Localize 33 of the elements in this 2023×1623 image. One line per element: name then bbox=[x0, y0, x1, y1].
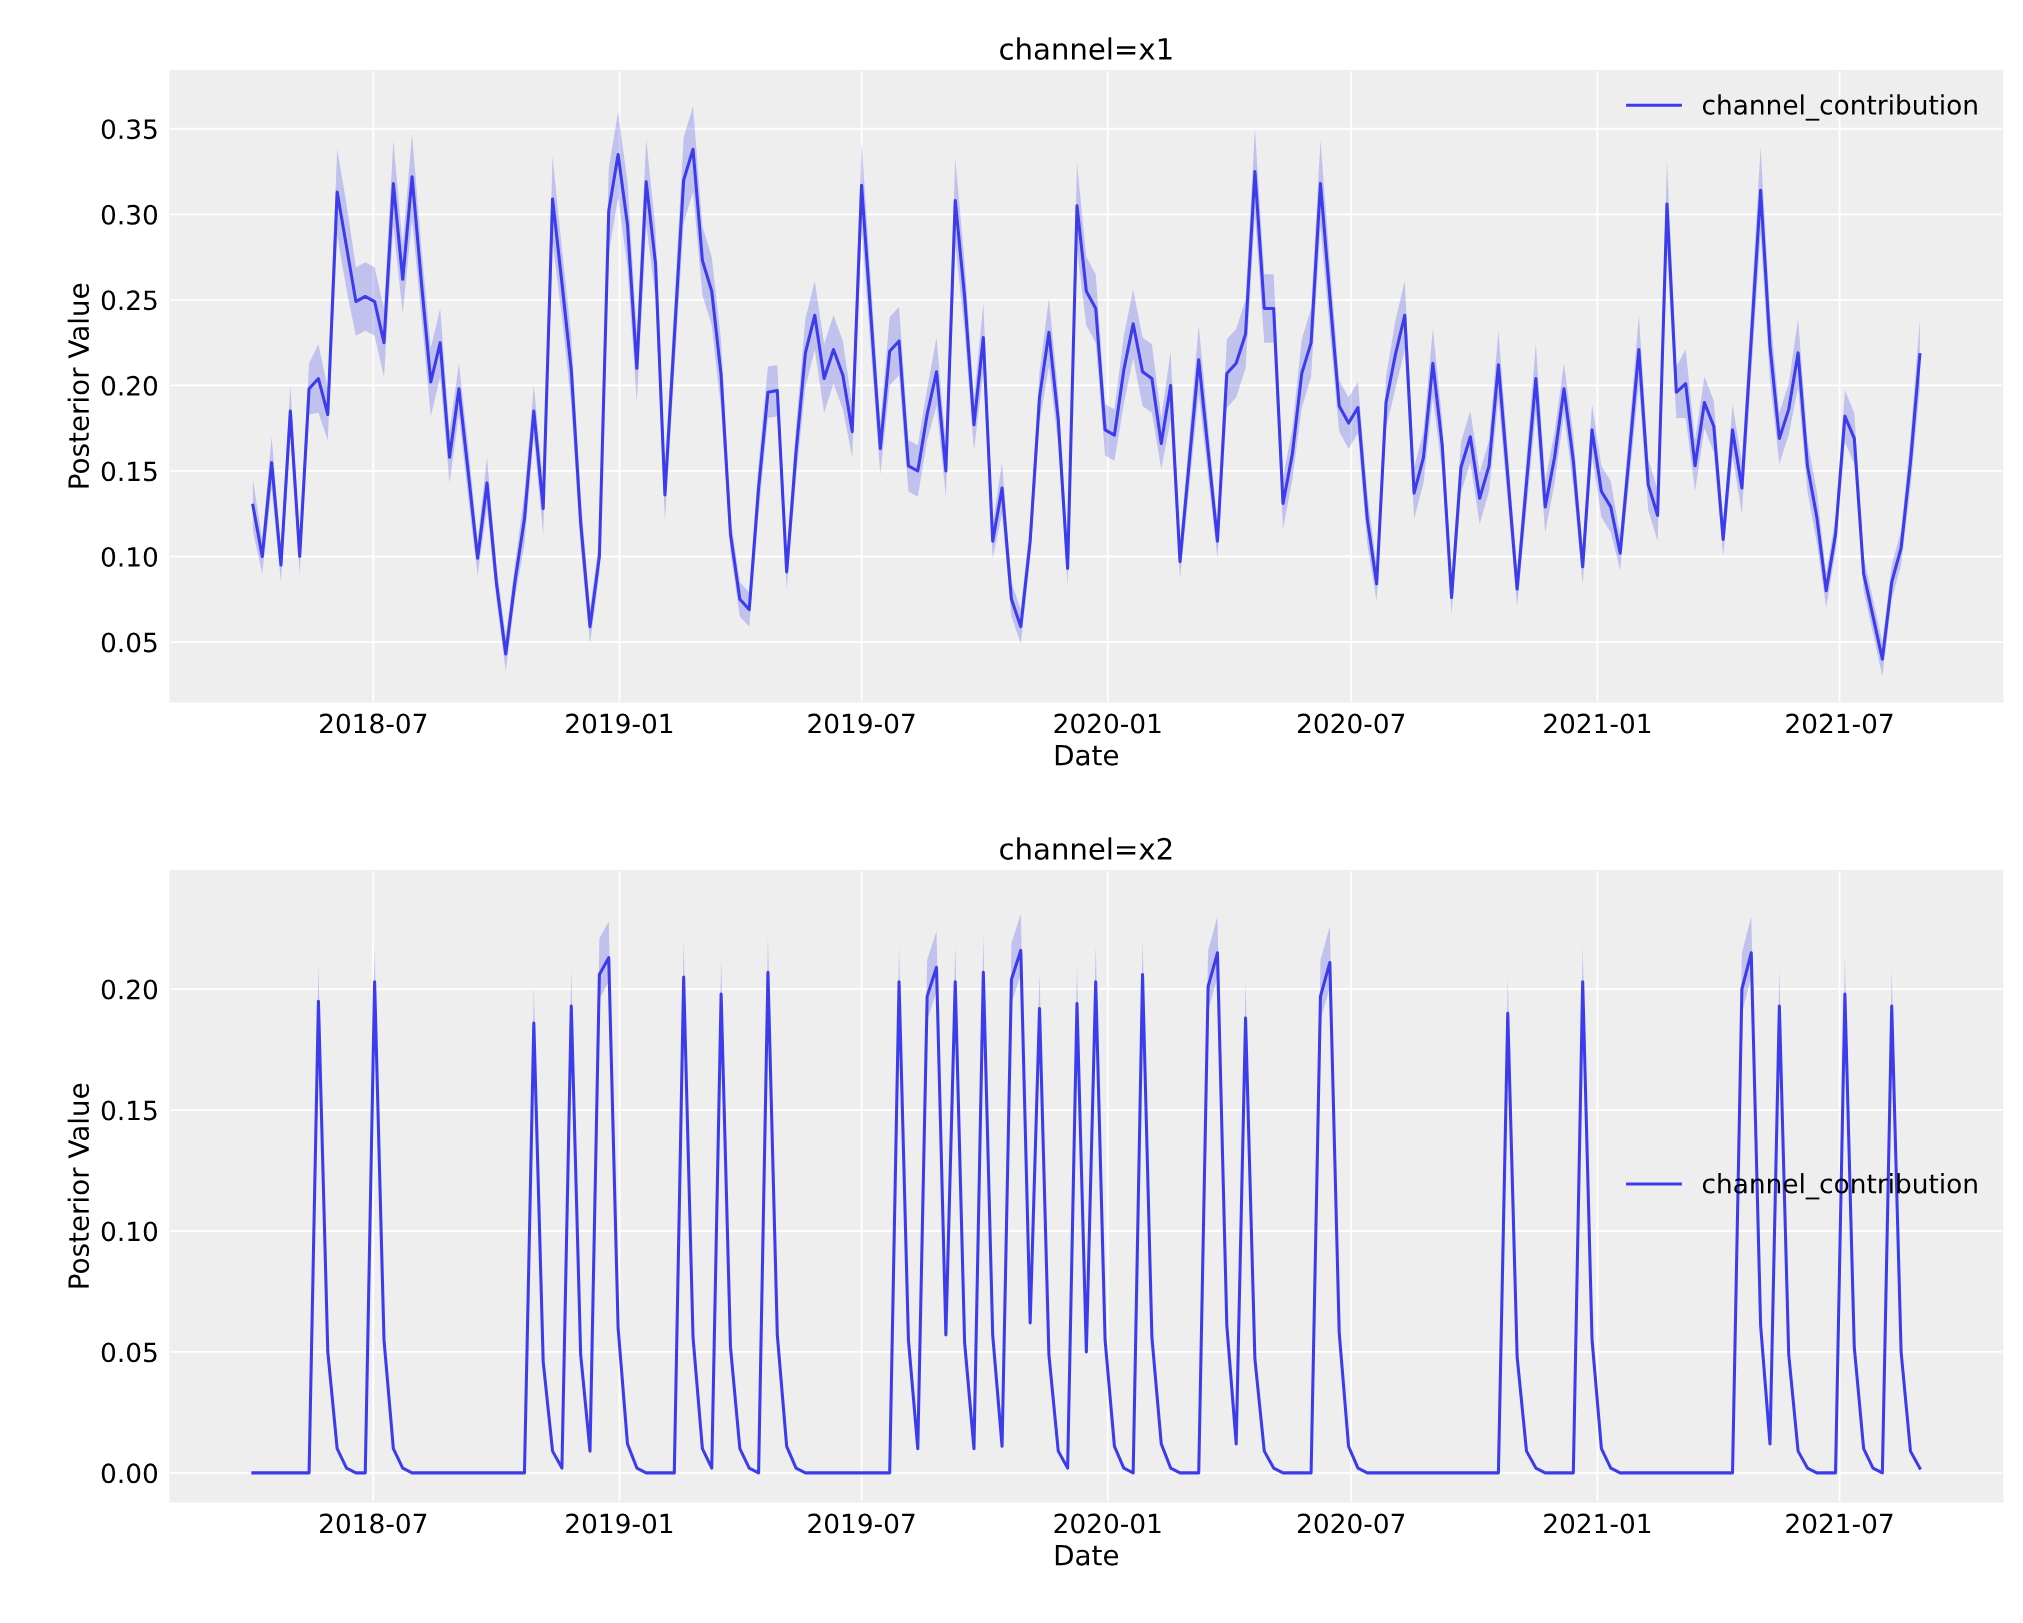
y-tick-label: 0.30 bbox=[101, 204, 158, 225]
y-axis-title: Posterior Value bbox=[67, 1083, 90, 1288]
chart-title: channel=x2 bbox=[1000, 837, 1172, 860]
x-axis-title: Date bbox=[1055, 1544, 1119, 1566]
y-tick-label: 0.10 bbox=[101, 546, 158, 567]
y-tick-label: 0.05 bbox=[101, 632, 157, 653]
x-tick-label: 2018-07 bbox=[320, 713, 427, 734]
y-tick-label: 0.25 bbox=[101, 290, 157, 311]
x-tick-label: 2020-07 bbox=[1298, 1513, 1405, 1534]
chart-title: channel=x1 bbox=[1000, 37, 1172, 60]
y-tick-label: 0.15 bbox=[101, 1100, 157, 1121]
y-axis-title: Posterior Value bbox=[67, 283, 90, 488]
x-tick-label: 2021-01 bbox=[1544, 1513, 1651, 1534]
y-tick-label: 0.35 bbox=[101, 119, 157, 140]
x-tick-label: 2019-01 bbox=[566, 713, 673, 734]
x-tick-label: 2021-07 bbox=[1786, 1513, 1893, 1534]
x-tick-label: 2020-07 bbox=[1298, 713, 1405, 734]
y-tick-label: 0.15 bbox=[101, 461, 157, 482]
x-tick-label: 2021-07 bbox=[1786, 713, 1893, 734]
x-axis-title: Date bbox=[1055, 745, 1119, 766]
x-tick-label: 2018-07 bbox=[320, 1513, 427, 1534]
x-tick-label: 2019-07 bbox=[808, 713, 915, 734]
y-tick-label: 0.00 bbox=[101, 1463, 158, 1484]
x-tick-label: 2021-01 bbox=[1544, 713, 1651, 734]
x-tick-label: 2020-01 bbox=[1054, 1513, 1161, 1534]
y-tick-label: 0.20 bbox=[101, 375, 158, 396]
x-tick-label: 2019-07 bbox=[808, 1513, 915, 1534]
y-tick-label: 0.10 bbox=[101, 1221, 158, 1242]
x-tick-label: 2020-01 bbox=[1054, 713, 1161, 734]
y-tick-label: 0.05 bbox=[101, 1342, 157, 1363]
y-tick-label: 0.20 bbox=[101, 979, 158, 1000]
x-tick-label: 2019-01 bbox=[566, 1513, 673, 1534]
legend-label: channel_contribution bbox=[1702, 94, 1977, 121]
